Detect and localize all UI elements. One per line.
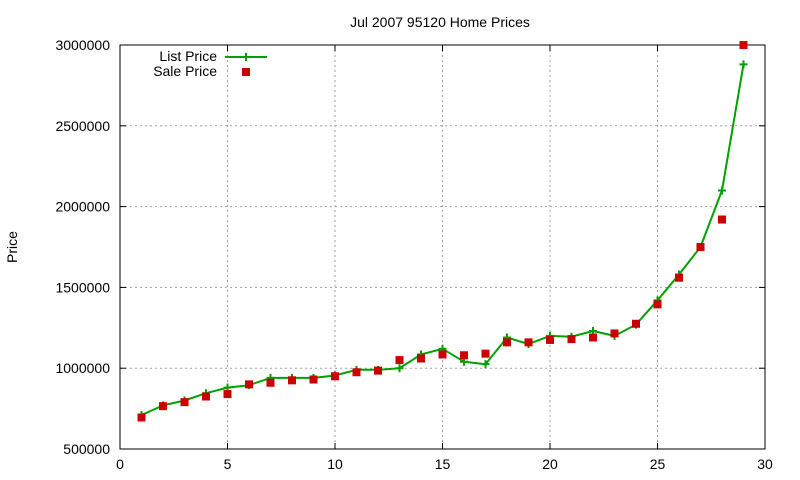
sale-price-point [546,335,554,344]
legend-label-sale-price: Sale Price [153,63,217,79]
sale-price-point [503,338,511,347]
y-axis-label: Price [4,231,20,263]
list-price-point [718,186,726,195]
sale-price-point [460,351,468,360]
sale-price-point [137,413,146,422]
sale-price-point [266,378,275,387]
sale-price-point [352,368,361,377]
sale-price-point [438,350,447,359]
sale-price-point [202,392,210,401]
sale-price-point [331,372,339,381]
sale-price-point [632,319,640,328]
x-tick-label: 25 [650,456,666,472]
x-tick-label: 10 [327,456,343,472]
list-price-line [141,64,745,417]
y-tick-label: 2500000 [55,118,110,134]
y-tick-label: 2000000 [55,199,110,215]
legend-marker-sale-price [242,68,250,76]
axis-ticks: 0 5 10 15 20 25 30 500000 1000000 1500000 2000000 2… [55,37,773,472]
legend: List Price Sale Price [153,48,267,79]
sale-price-point [718,215,726,224]
sale-price-point [675,273,683,282]
list-price-point [481,360,490,369]
sale-price-point [245,380,253,389]
sale-price-point [180,398,189,407]
sale-price-point [159,402,167,411]
sale-price-point [288,376,296,385]
y-tick-label: 3000000 [55,37,110,53]
sale-price-point [309,375,318,384]
x-tick-label: 5 [224,456,232,472]
legend-label-list-price: List Price [159,48,217,64]
sale-price-point [696,243,705,251]
y-tick-label: 1000000 [55,360,110,376]
y-tick-label: 1500000 [55,279,110,295]
series [137,41,748,422]
grid [120,45,765,449]
x-tick-label: 15 [435,456,451,472]
sale-price-point [223,390,232,399]
x-tick-label: 20 [542,456,558,472]
sale-price-point [567,335,576,344]
x-tick-label: 30 [757,456,773,472]
sale-price-point [610,329,619,338]
legend-marker-list-price [242,53,250,61]
sale-price-point [524,338,533,347]
chart-title: Jul 2007 95120 Home Prices [350,14,530,30]
sale-price-point [417,354,425,363]
y-tick-label: 500000 [63,441,110,457]
sale-price-point [739,41,748,49]
list-price-point [739,60,748,69]
x-tick-label: 0 [116,456,124,472]
sale-price-point [395,356,404,365]
list-price-point [395,364,404,373]
sale-price-point [481,349,490,358]
sale-price-point [374,366,382,375]
sale-price-point [589,333,597,342]
sale-price-point [653,300,662,309]
